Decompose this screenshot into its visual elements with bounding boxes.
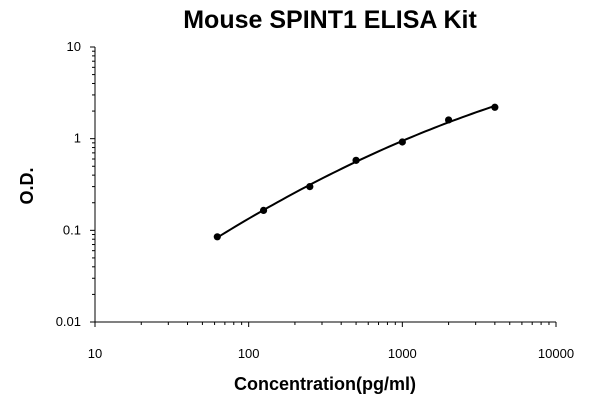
y-tick-label: 10 <box>67 39 81 54</box>
ticks <box>90 46 557 327</box>
x-axis-title: Concentration(pg/ml) <box>234 374 416 394</box>
data-points <box>213 103 499 241</box>
x-tick-label: 1000 <box>388 346 417 361</box>
x-tick-label: 10 <box>88 346 102 361</box>
data-point <box>444 116 453 124</box>
data-point <box>352 156 360 164</box>
tick-labels: 0.01 0.1 1 10 10 100 1000 10000 <box>56 39 574 361</box>
chart-title: Mouse SPINT1 ELISA Kit <box>183 6 477 34</box>
fit-curve <box>216 105 496 239</box>
y-tick-label: 1 <box>74 131 81 146</box>
y-tick-label: 0.1 <box>63 222 81 237</box>
x-tick-label: 100 <box>238 346 260 361</box>
data-point <box>398 138 406 146</box>
y-tick-label: 0.01 <box>56 314 81 329</box>
data-point <box>491 103 499 111</box>
axes <box>94 47 556 323</box>
data-point <box>306 182 314 191</box>
data-point <box>259 206 268 214</box>
x-tick-label: 10000 <box>538 346 574 361</box>
data-point <box>213 233 221 241</box>
y-axis-title: O.D. <box>17 167 37 204</box>
